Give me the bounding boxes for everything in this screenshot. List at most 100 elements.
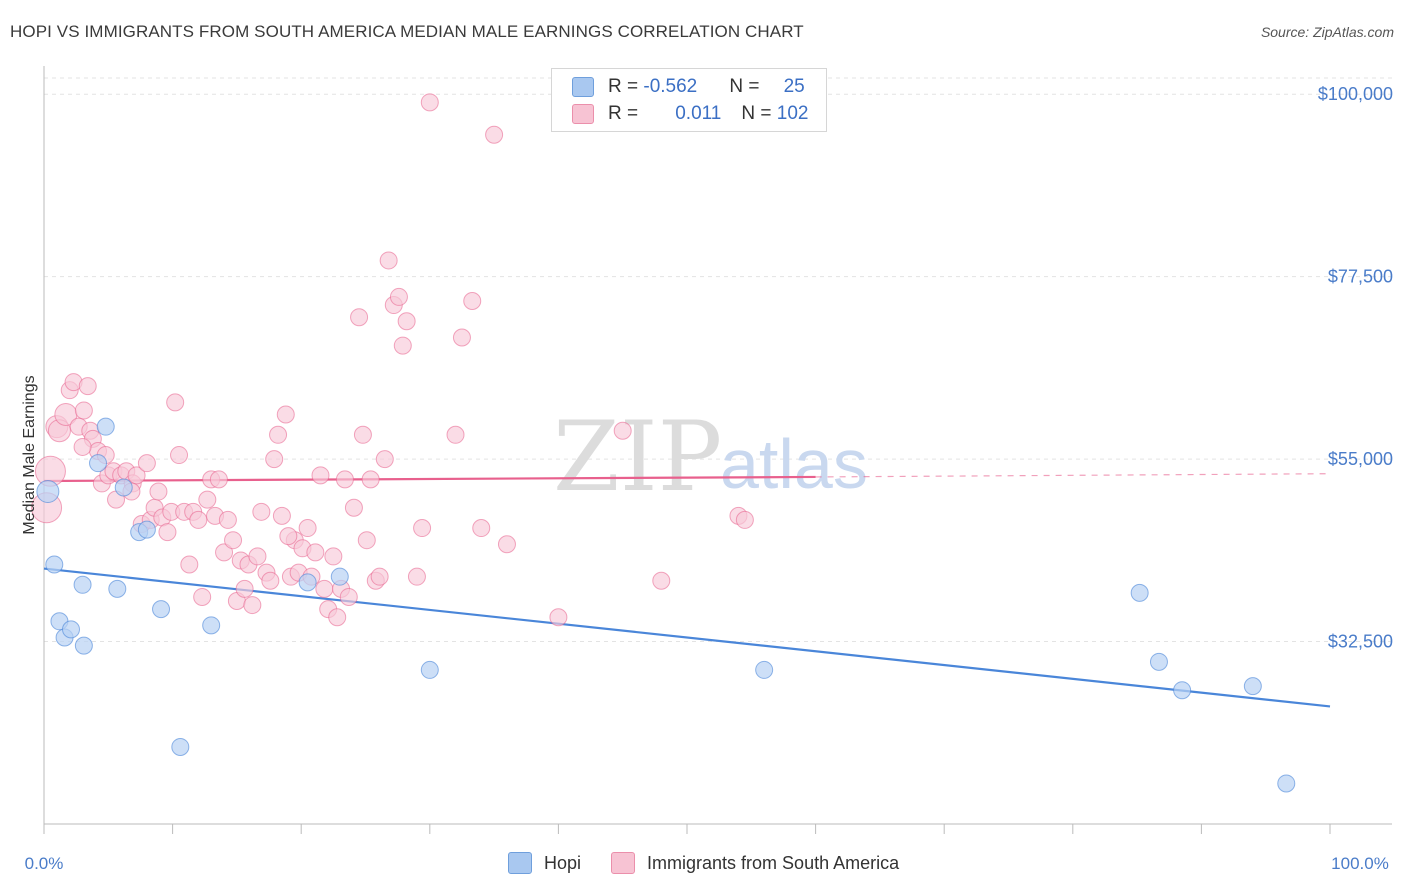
- source-label: Source: ZipAtlas.com: [1260, 24, 1394, 40]
- legend-n-label: N =: [741, 103, 777, 124]
- legend-swatch-hopi: [572, 77, 594, 97]
- data-point-south-america: [335, 470, 354, 489]
- data-point-south-america: [252, 502, 271, 521]
- data-point-south-america: [497, 535, 516, 554]
- data-point-south-america: [298, 519, 317, 538]
- data-point-hopi: [108, 579, 127, 598]
- data-point-south-america: [193, 587, 212, 606]
- y-tick-label: $77,500: [1328, 267, 1393, 287]
- data-point-south-america: [73, 437, 92, 456]
- data-point-south-america: [472, 519, 491, 538]
- data-point-south-america: [375, 450, 394, 469]
- legend-label-south-america: Immigrants from South America: [647, 852, 900, 873]
- data-point-hopi: [89, 454, 108, 473]
- data-point-hopi: [62, 620, 81, 639]
- data-point-south-america: [549, 608, 568, 627]
- data-point-hopi: [74, 636, 93, 655]
- data-point-hopi: [330, 567, 349, 586]
- legend-r-label: R =: [608, 76, 644, 97]
- data-point-south-america: [265, 450, 284, 469]
- bottom-legend: Hopi Immigrants from South America: [508, 852, 899, 874]
- data-point-hopi: [420, 660, 439, 679]
- data-point-south-america: [279, 527, 298, 546]
- axes: [43, 66, 1392, 834]
- data-point-south-america: [485, 125, 504, 144]
- y-tick-label: $55,000: [1328, 449, 1393, 469]
- data-point-south-america: [446, 425, 465, 444]
- data-point-south-america: [78, 377, 97, 396]
- data-point-hopi: [152, 600, 171, 619]
- data-point-south-america: [149, 482, 168, 501]
- data-point-hopi: [137, 520, 156, 539]
- trend-lines: [43, 473, 1331, 708]
- x-tick-label: 0.0%: [25, 854, 64, 873]
- data-point-south-america: [452, 328, 471, 347]
- data-point-hopi: [1277, 774, 1296, 793]
- series-immigrants-south-america: [31, 93, 754, 627]
- data-point-south-america: [269, 425, 288, 444]
- data-point-hopi: [73, 575, 92, 594]
- data-point-hopi: [298, 573, 317, 592]
- data-point-south-america: [306, 543, 325, 562]
- data-point-south-america: [215, 543, 234, 562]
- legend-label-hopi: Hopi: [544, 852, 582, 873]
- data-point-south-america: [397, 312, 416, 331]
- trend-line-hopi: [43, 567, 1331, 708]
- data-point-south-america: [276, 405, 295, 424]
- data-point-south-america: [235, 579, 254, 598]
- data-point-south-america: [272, 506, 291, 525]
- data-point-south-america: [613, 421, 632, 440]
- data-point-south-america: [243, 596, 262, 615]
- data-point-south-america: [420, 93, 439, 112]
- data-point-south-america: [158, 523, 177, 542]
- data-point-south-america: [393, 336, 412, 355]
- trend-line-south-america: [43, 475, 816, 483]
- series-hopi: [36, 417, 1296, 793]
- data-point-south-america: [127, 466, 146, 485]
- data-point-south-america: [218, 510, 237, 529]
- data-point-hopi: [1173, 681, 1192, 700]
- data-point-hopi: [171, 737, 190, 756]
- data-point-hopi: [1149, 652, 1168, 671]
- data-point-south-america: [328, 608, 347, 627]
- data-point-hopi: [36, 480, 60, 504]
- data-point-south-america: [198, 490, 217, 509]
- tick-labels: $100,000 $77,500 $55,000 $32,500 0.0% 100.0%: [25, 84, 1393, 873]
- data-point-south-america: [166, 393, 185, 412]
- data-point-south-america: [261, 571, 280, 590]
- legend-r-label: R =: [608, 103, 644, 124]
- legend-r-value: 0.011: [675, 103, 722, 124]
- legend-swatch-hopi: [508, 852, 532, 874]
- data-point-south-america: [324, 547, 343, 566]
- data-point-south-america: [180, 555, 199, 574]
- data-point-south-america: [357, 531, 376, 550]
- data-point-south-america: [735, 510, 754, 529]
- watermark-zip: ZIP: [553, 401, 722, 513]
- data-point-hopi: [114, 478, 133, 497]
- data-point-south-america: [344, 498, 363, 517]
- data-point-south-america: [361, 470, 380, 489]
- data-point-south-america: [413, 519, 432, 538]
- data-point-south-america: [407, 567, 426, 586]
- data-point-south-america: [170, 446, 189, 465]
- legend-row-hopi: R = -0.562 N = 25: [572, 74, 805, 100]
- y-tick-label: $100,000: [1318, 84, 1393, 104]
- data-point-hopi: [1243, 677, 1262, 696]
- data-point-hopi: [1130, 583, 1149, 602]
- y-axis-label: Median Male Earnings: [21, 375, 38, 534]
- watermark-atlas: atlas: [720, 425, 868, 503]
- data-point-south-america: [311, 466, 330, 485]
- data-point-south-america: [315, 579, 334, 598]
- x-tick-label: 100.0%: [1331, 854, 1389, 873]
- data-point-hopi: [202, 616, 221, 635]
- legend-swatch-south-america: [572, 104, 594, 124]
- data-point-south-america: [463, 291, 482, 310]
- data-point-south-america: [74, 401, 93, 420]
- legend-r-value: -0.562: [643, 76, 698, 97]
- data-point-south-america: [350, 308, 369, 327]
- data-point-south-america: [339, 587, 358, 606]
- chart-title: HOPI VS IMMIGRANTS FROM SOUTH AMERICA ME…: [10, 22, 804, 41]
- data-point-hopi: [45, 555, 64, 574]
- legend-n-value: 102: [776, 103, 809, 124]
